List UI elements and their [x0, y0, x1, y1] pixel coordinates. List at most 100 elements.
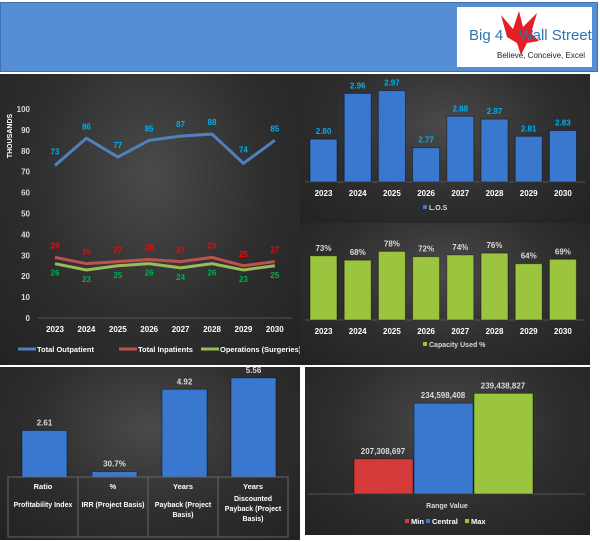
legend-label: Max: [471, 517, 486, 526]
bar: [514, 263, 543, 321]
bar: [21, 429, 68, 478]
data-label: 77: [113, 141, 122, 150]
y-tick-label: 100: [17, 105, 31, 114]
x-tick-label: 2030: [266, 325, 284, 334]
data-label: 26: [208, 269, 217, 278]
eagle-logo-icon: [501, 11, 539, 55]
x-tick-label: 2030: [554, 327, 572, 336]
legend-label: Total Inpatients: [138, 345, 193, 354]
legend-label: Min: [411, 517, 424, 526]
x-tick-label: 2024: [349, 327, 367, 336]
data-label: 74%: [452, 243, 468, 252]
data-label: 30.7%: [103, 460, 126, 469]
logo-brand-right: Wall Street: [519, 27, 592, 44]
data-label: 239,438,827: [481, 381, 526, 390]
data-label: 85: [145, 124, 154, 133]
y-tick-label: 0: [26, 314, 31, 323]
category-unit: Ratio: [34, 482, 53, 491]
x-axis-category: Range Value: [426, 503, 468, 510]
x-tick-label: 2024: [78, 325, 96, 334]
bar: [377, 90, 406, 183]
volumes-chart-panel: 0 10 20 30 40 50 60 70 80 90 100 THOUSANDS 2023 2024 2…: [0, 74, 300, 365]
data-label: 87: [176, 120, 185, 129]
bar: [446, 115, 475, 183]
bar: [480, 252, 509, 321]
x-tick-label: 2029: [235, 325, 253, 334]
y-tick-label: 10: [21, 293, 30, 302]
data-label: 27: [176, 246, 185, 255]
data-label: 207,308,697: [361, 447, 406, 456]
data-label: 25: [239, 250, 248, 259]
data-label: 28: [145, 243, 154, 252]
category-name: Basis): [242, 516, 263, 523]
y-tick-label: 60: [21, 189, 30, 198]
data-label: 27: [113, 246, 122, 255]
legend-swatch: [426, 519, 430, 523]
data-label: 27: [270, 246, 279, 255]
y-tick-label: 20: [21, 272, 30, 281]
x-tick-label: 2029: [520, 327, 538, 336]
legend-swatch: [423, 342, 427, 346]
category-name: Basis): [172, 512, 193, 519]
data-label: 64%: [521, 252, 537, 261]
data-label: 26: [51, 269, 60, 278]
data-label: 76%: [486, 241, 502, 250]
data-label: 2.61: [37, 418, 53, 427]
capacity-bar-chart: 73% 2023 68% 2024 78% 2025 72% 2026 74% 2027 76% 20…: [305, 239, 585, 349]
data-label: 2.96: [350, 81, 366, 90]
data-label: 2.77: [418, 136, 434, 145]
data-label: 2.80: [316, 127, 332, 136]
data-label: 23: [82, 275, 91, 284]
bar-max: [473, 392, 534, 495]
financial-chart-panel: 2.61 30.7% 4.92 5.56 Ratio Profitability Inde…: [0, 367, 300, 540]
legend-label: Total Outpatient: [37, 345, 94, 354]
data-label: 25: [113, 271, 122, 280]
x-tick-label: 2028: [486, 189, 504, 198]
bar: [309, 138, 338, 183]
bar: [377, 250, 406, 321]
data-label: 25: [270, 271, 279, 280]
category-name: Payback (Project: [155, 502, 212, 509]
data-label: 4.92: [177, 377, 193, 386]
legend-label: L.O.S: [429, 205, 448, 212]
data-label: 234,598,408: [421, 391, 466, 400]
data-label: 26: [82, 248, 91, 257]
data-label: 69%: [555, 247, 571, 256]
x-tick-label: 2023: [46, 325, 64, 334]
x-tick-label: 2030: [554, 189, 572, 198]
range-chart-panel: 207,308,697 234,598,408 239,438,827 Range V…: [305, 367, 590, 535]
bar: [91, 471, 138, 478]
data-label: 88: [208, 118, 217, 127]
category-name: Discounted: [234, 496, 272, 503]
bar: [309, 255, 338, 321]
bar: [446, 254, 475, 321]
series-line-2: [54, 262, 275, 272]
data-label: 74: [239, 145, 248, 154]
data-label: 26: [145, 269, 154, 278]
bar: [412, 147, 441, 183]
data-label: 73: [51, 147, 60, 156]
range-value-chart: 207,308,697 234,598,408 239,438,827 Range V…: [308, 381, 585, 526]
los-bar-chart: 2.80 2023 2.96 2024 2.97 2025 2.77 2026 2.88 2027…: [305, 79, 585, 212]
bar: [480, 118, 509, 183]
x-tick-label: 2025: [383, 189, 401, 198]
bar: [343, 92, 372, 183]
y-tick-label: 90: [21, 126, 30, 135]
x-tick-label: 2023: [315, 189, 333, 198]
bar-central: [413, 402, 474, 495]
legend-swatch: [465, 519, 469, 523]
x-tick-label: 2028: [203, 325, 221, 334]
x-tick-label: 2026: [140, 325, 158, 334]
capacity-chart-panel: 73% 2023 68% 2024 78% 2025 72% 2026 74% 2027 76% 20…: [300, 223, 590, 365]
category-name: IRR (Project Basis): [81, 502, 144, 509]
category-cell: [217, 476, 289, 538]
data-label: 29: [51, 241, 60, 250]
bar: [514, 135, 543, 183]
series-line-1: [54, 255, 275, 268]
x-tick-label: 2025: [383, 327, 401, 336]
x-tick-label: 2027: [451, 189, 469, 198]
y-tick-label: 40: [21, 230, 30, 239]
y-tick-label: 30: [21, 251, 30, 260]
bar: [548, 130, 577, 183]
